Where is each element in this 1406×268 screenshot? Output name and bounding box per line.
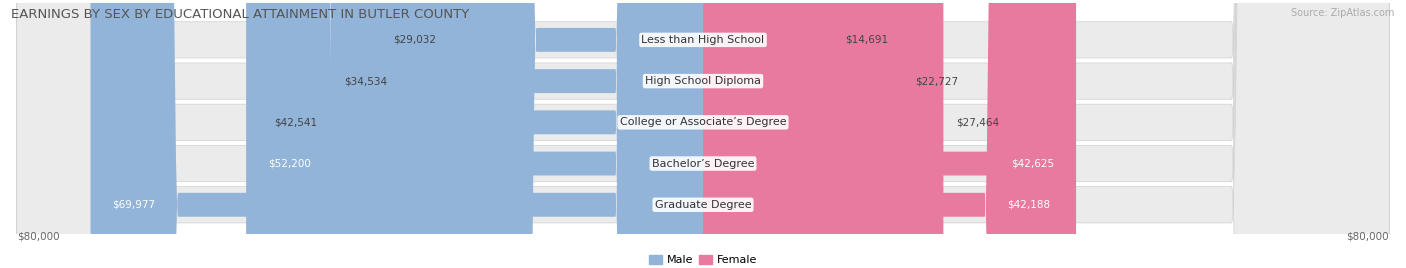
FancyBboxPatch shape bbox=[246, 0, 703, 268]
Text: $42,625: $42,625 bbox=[1011, 159, 1054, 169]
FancyBboxPatch shape bbox=[90, 0, 703, 268]
Text: $80,000: $80,000 bbox=[1347, 232, 1389, 241]
Text: $27,464: $27,464 bbox=[956, 117, 1000, 127]
Text: Source: ZipAtlas.com: Source: ZipAtlas.com bbox=[1291, 8, 1395, 18]
FancyBboxPatch shape bbox=[17, 0, 1389, 268]
Text: High School Diploma: High School Diploma bbox=[645, 76, 761, 86]
Text: Graduate Degree: Graduate Degree bbox=[655, 200, 751, 210]
Text: $52,200: $52,200 bbox=[269, 159, 311, 169]
FancyBboxPatch shape bbox=[703, 0, 901, 268]
FancyBboxPatch shape bbox=[703, 0, 831, 268]
FancyBboxPatch shape bbox=[17, 0, 1389, 268]
FancyBboxPatch shape bbox=[17, 0, 1389, 268]
Legend: Male, Female: Male, Female bbox=[644, 250, 762, 268]
Text: $22,727: $22,727 bbox=[915, 76, 957, 86]
Text: Less than High School: Less than High School bbox=[641, 35, 765, 45]
FancyBboxPatch shape bbox=[703, 0, 943, 268]
Text: $42,188: $42,188 bbox=[1007, 200, 1050, 210]
FancyBboxPatch shape bbox=[401, 0, 703, 268]
FancyBboxPatch shape bbox=[703, 0, 1073, 268]
Text: EARNINGS BY SEX BY EDUCATIONAL ATTAINMENT IN BUTLER COUNTY: EARNINGS BY SEX BY EDUCATIONAL ATTAINMEN… bbox=[11, 8, 470, 21]
Text: $69,977: $69,977 bbox=[112, 200, 156, 210]
FancyBboxPatch shape bbox=[449, 0, 703, 268]
Text: $42,541: $42,541 bbox=[274, 117, 318, 127]
Text: $80,000: $80,000 bbox=[17, 232, 59, 241]
Text: $29,032: $29,032 bbox=[392, 35, 436, 45]
FancyBboxPatch shape bbox=[330, 0, 703, 268]
Text: Bachelor’s Degree: Bachelor’s Degree bbox=[652, 159, 754, 169]
Text: $14,691: $14,691 bbox=[845, 35, 887, 45]
FancyBboxPatch shape bbox=[703, 0, 1076, 268]
FancyBboxPatch shape bbox=[17, 0, 1389, 268]
Text: $34,534: $34,534 bbox=[344, 76, 388, 86]
Text: College or Associate’s Degree: College or Associate’s Degree bbox=[620, 117, 786, 127]
FancyBboxPatch shape bbox=[17, 0, 1389, 268]
